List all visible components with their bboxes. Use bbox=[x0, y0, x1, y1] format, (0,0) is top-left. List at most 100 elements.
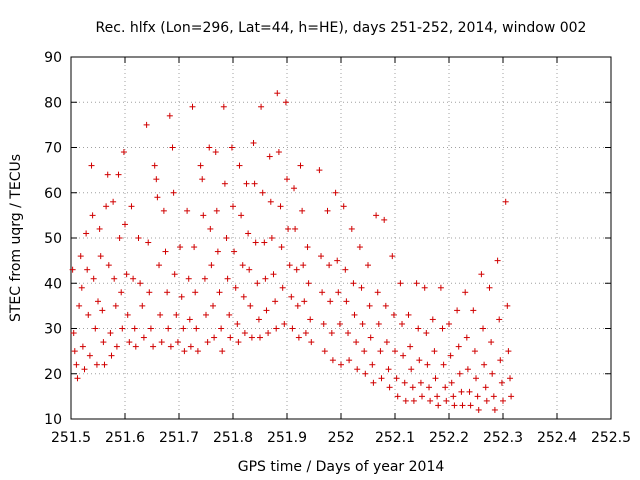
data-point bbox=[374, 289, 381, 296]
data-point bbox=[301, 298, 308, 305]
data-point bbox=[95, 298, 101, 305]
x-tick-label: 252.5 bbox=[591, 430, 631, 446]
data-point bbox=[500, 397, 506, 404]
data-point bbox=[166, 112, 173, 119]
data-point bbox=[85, 311, 92, 318]
data-point bbox=[153, 176, 160, 183]
data-point bbox=[343, 298, 350, 305]
data-point bbox=[442, 384, 449, 391]
data-point bbox=[197, 162, 204, 169]
data-point bbox=[505, 348, 512, 355]
data-point bbox=[146, 289, 153, 296]
data-point bbox=[292, 225, 299, 232]
data-point bbox=[262, 275, 269, 282]
data-point bbox=[446, 320, 452, 327]
data-point bbox=[451, 402, 458, 409]
data-point bbox=[458, 388, 465, 395]
data-point bbox=[170, 189, 177, 196]
data-point bbox=[437, 284, 444, 291]
data-point bbox=[104, 171, 111, 178]
data-point bbox=[240, 293, 247, 300]
data-point bbox=[83, 230, 90, 237]
data-point bbox=[192, 289, 199, 296]
data-point bbox=[504, 302, 511, 309]
data-point bbox=[478, 271, 485, 278]
data-point bbox=[362, 370, 369, 377]
data-point bbox=[327, 298, 334, 305]
data-point bbox=[231, 248, 238, 255]
data-point bbox=[382, 302, 389, 309]
data-point bbox=[345, 330, 352, 337]
data-point bbox=[248, 334, 255, 341]
data-point bbox=[113, 343, 120, 350]
data-point bbox=[79, 343, 86, 350]
data-point bbox=[480, 325, 487, 332]
data-point bbox=[332, 189, 339, 196]
data-point bbox=[369, 361, 376, 368]
data-point bbox=[235, 339, 242, 346]
data-point bbox=[386, 384, 393, 391]
data-point bbox=[375, 320, 382, 327]
data-point bbox=[385, 366, 392, 373]
x-tick-label: 252 bbox=[328, 430, 355, 446]
data-point bbox=[286, 262, 293, 269]
data-point bbox=[305, 280, 312, 287]
x-tick-label: 251.5 bbox=[51, 430, 91, 446]
data-point bbox=[210, 302, 217, 309]
data-point bbox=[204, 339, 211, 346]
data-point bbox=[394, 393, 401, 400]
data-point bbox=[221, 180, 228, 187]
data-point bbox=[212, 149, 219, 156]
data-point bbox=[450, 393, 457, 400]
data-point bbox=[294, 302, 301, 309]
data-point bbox=[488, 339, 495, 346]
data-point bbox=[377, 348, 384, 355]
data-point bbox=[434, 393, 441, 400]
data-point bbox=[350, 280, 357, 287]
data-point bbox=[234, 320, 241, 327]
data-point bbox=[282, 99, 289, 106]
data-point bbox=[108, 352, 115, 359]
data-point bbox=[423, 330, 430, 337]
data-point bbox=[400, 352, 407, 359]
data-point bbox=[299, 207, 306, 214]
data-point bbox=[245, 230, 252, 237]
data-point bbox=[174, 339, 181, 346]
data-point bbox=[353, 339, 360, 346]
data-point bbox=[427, 397, 434, 404]
data-point bbox=[84, 266, 91, 273]
data-point bbox=[118, 289, 125, 296]
data-point bbox=[340, 203, 347, 210]
data-point bbox=[99, 307, 106, 314]
data-point bbox=[251, 180, 258, 187]
data-point bbox=[474, 393, 481, 400]
data-point bbox=[90, 275, 97, 282]
data-point bbox=[429, 316, 436, 323]
data-point bbox=[443, 397, 450, 404]
data-point bbox=[200, 212, 207, 219]
data-point bbox=[491, 406, 498, 413]
data-point bbox=[263, 307, 270, 314]
data-point bbox=[448, 379, 455, 386]
data-point bbox=[381, 216, 388, 223]
data-point bbox=[278, 244, 285, 251]
data-point bbox=[266, 153, 273, 160]
data-point bbox=[120, 149, 127, 156]
data-point bbox=[162, 248, 169, 255]
y-tick-label: 60 bbox=[44, 186, 62, 202]
data-point bbox=[213, 207, 220, 214]
data-point bbox=[346, 357, 353, 364]
data-point bbox=[93, 361, 100, 368]
data-point bbox=[230, 203, 236, 210]
data-point bbox=[86, 352, 93, 359]
data-point bbox=[326, 262, 333, 269]
data-point bbox=[383, 339, 390, 346]
data-point bbox=[390, 311, 397, 318]
data-point bbox=[359, 320, 366, 327]
data-point bbox=[275, 149, 282, 156]
data-point bbox=[220, 103, 227, 110]
data-point bbox=[160, 207, 167, 214]
data-point bbox=[319, 289, 326, 296]
data-point bbox=[407, 343, 414, 350]
data-point bbox=[132, 343, 139, 350]
